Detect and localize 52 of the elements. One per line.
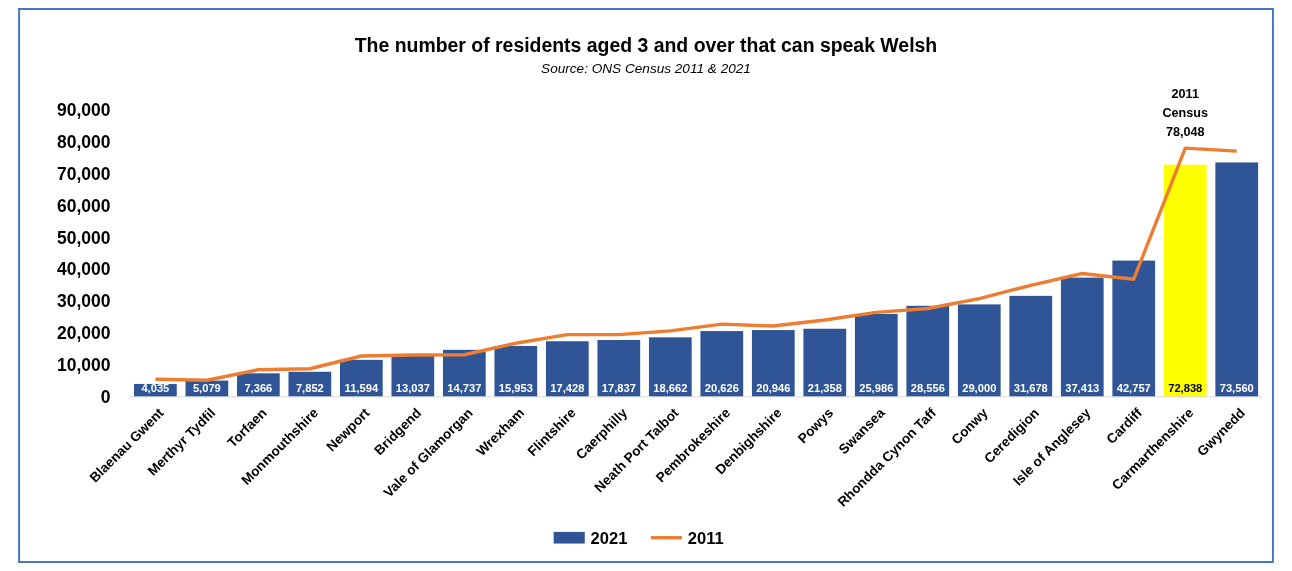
bar — [648, 337, 692, 397]
legend-label: 2011 — [687, 528, 724, 548]
data-label: 15,953 — [498, 381, 533, 394]
data-label: 31,678 — [1013, 381, 1048, 394]
chart-subtitle: Source: ONS Census 2011 & 2021 — [541, 61, 751, 77]
bar — [854, 314, 898, 397]
y-tick-label: 50,000 — [56, 227, 111, 248]
data-label: 42,757 — [1116, 381, 1151, 394]
bar — [1009, 295, 1053, 397]
data-label: 17,837 — [601, 381, 636, 394]
bar — [751, 330, 795, 397]
bar — [545, 341, 589, 397]
bar — [1112, 260, 1156, 397]
bar — [957, 304, 1001, 397]
chart-title: The number of residents aged 3 and over that can speak Welsh — [354, 33, 938, 56]
y-tick-label: 90,000 — [56, 100, 111, 121]
bar — [700, 331, 744, 397]
bar — [906, 305, 950, 397]
y-tick-label: 0 — [100, 386, 111, 407]
annotation: 2011 Census 78,048 — [1162, 86, 1209, 140]
y-tick-label: 60,000 — [56, 195, 111, 216]
data-label: 14,737 — [447, 381, 482, 394]
data-label: 20,946 — [756, 381, 791, 394]
data-label: 28,556 — [910, 381, 945, 394]
bar — [1060, 277, 1104, 397]
data-label: 72,838 — [1168, 381, 1203, 394]
y-tick-label: 80,000 — [56, 132, 111, 153]
data-label: 7,366 — [244, 381, 273, 394]
y-tick-label: 40,000 — [56, 259, 111, 280]
y-tick-label: 10,000 — [56, 355, 111, 376]
data-label: 25,986 — [859, 381, 894, 394]
data-label: 13,037 — [395, 381, 430, 394]
bar — [597, 339, 641, 397]
data-label: 17,428 — [550, 381, 585, 394]
y-tick-label: 30,000 — [56, 291, 111, 312]
data-label: 11,594 — [344, 381, 379, 394]
bar — [803, 328, 847, 397]
line-series — [153, 146, 1239, 382]
legend-label: 2021 — [590, 528, 628, 548]
data-label: 7,852 — [295, 381, 324, 394]
y-tick-label: 70,000 — [56, 163, 111, 184]
y-tick-label: 20,000 — [56, 323, 111, 344]
bar — [1215, 162, 1259, 397]
data-label: 5,079 — [192, 381, 221, 394]
data-label: 18,662 — [653, 381, 688, 394]
data-label: 21,358 — [807, 381, 842, 394]
data-label: 29,000 — [962, 381, 997, 394]
data-label: 73,560 — [1219, 381, 1254, 394]
data-label: 4,035 — [141, 381, 170, 394]
data-label: 20,626 — [704, 381, 739, 394]
data-label: 37,413 — [1065, 381, 1100, 394]
bar — [1163, 164, 1207, 397]
